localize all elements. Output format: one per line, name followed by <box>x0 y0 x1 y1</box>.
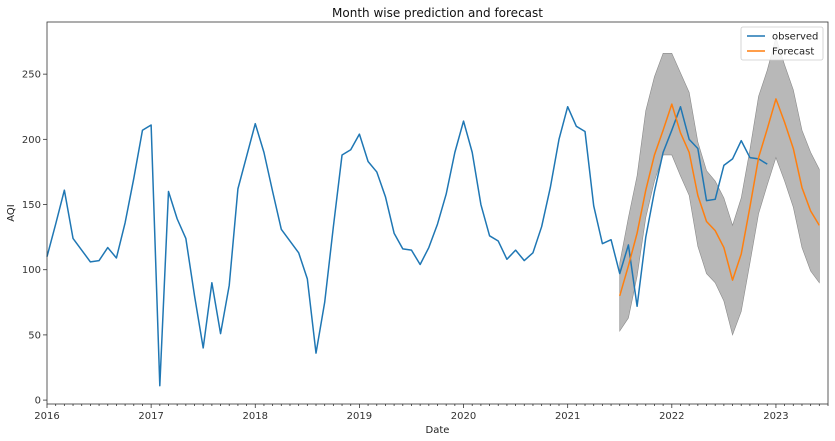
x-tick-label: 2022 <box>659 411 684 422</box>
legend-label-observed: observed <box>772 32 818 43</box>
y-axis-label: AQI <box>6 204 17 222</box>
y-tick-label: 200 <box>22 135 41 146</box>
x-axis-label: Date <box>426 425 450 436</box>
x-tick-label: 2023 <box>763 411 788 422</box>
x-tick-label: 2017 <box>138 411 163 422</box>
y-tick-label: 50 <box>28 330 41 341</box>
y-tick-label: 150 <box>22 200 41 211</box>
y-tick-label: 100 <box>22 265 41 276</box>
x-tick-label: 2021 <box>555 411 580 422</box>
x-axis: 2016 2017 2018 2019 2020 2021 2022 2023 <box>34 404 829 422</box>
x-tick-label: 2019 <box>347 411 372 422</box>
y-tick-label: 0 <box>35 396 41 407</box>
legend-label-forecast: Forecast <box>772 47 814 58</box>
x-tick-label: 2020 <box>451 411 476 422</box>
series-line-layer <box>46 98 820 387</box>
x-tick-label: 2016 <box>34 411 59 422</box>
x-tick-label: 2018 <box>243 411 268 422</box>
confidence-band-layer <box>619 36 820 336</box>
forecast-confidence-band <box>619 36 820 336</box>
legend: observed Forecast <box>740 26 824 61</box>
y-tick-label: 250 <box>22 70 41 81</box>
series-line-forecast <box>619 98 820 296</box>
y-axis: 0 50 100 150 200 250 <box>22 70 47 407</box>
series-line-observed <box>46 105 768 387</box>
chart-title: Month wise prediction and forecast <box>332 6 543 20</box>
